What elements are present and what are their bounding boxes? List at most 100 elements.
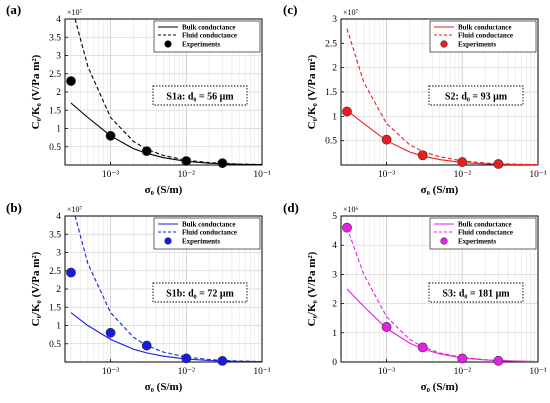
y-tick-label: 4 <box>56 15 61 25</box>
y-axis-label: C₀/K₀ (V/Pa m²) <box>306 54 318 129</box>
y-tick-label: 3 <box>332 270 337 280</box>
y-tick-label: 3 <box>332 15 337 25</box>
y-tick-label: 5 <box>332 212 337 222</box>
x-axis-label: σ₀ (S/m) <box>421 184 459 196</box>
y-tick-label: 2.5 <box>49 70 61 80</box>
annotation-box <box>428 85 524 106</box>
y-tick-label: 1.5 <box>325 88 337 98</box>
x-tick-label: 10⁻³ <box>102 170 120 180</box>
y-tick-label: 3.5 <box>49 230 61 240</box>
panel-label: (b) <box>6 200 22 215</box>
experiment-point <box>493 355 504 366</box>
annotation-text: S1a: d₀ = 56 μm <box>166 92 234 103</box>
y-tick-label: 2.5 <box>325 39 337 49</box>
legend-experiment-swatch <box>440 237 448 245</box>
y-tick-label: 0 <box>332 358 337 368</box>
y-tick-label: 3 <box>56 52 61 62</box>
y-tick-label: 2 <box>56 88 61 98</box>
legend-entry-label: Experiments <box>458 41 496 49</box>
panel-label: (d) <box>283 200 299 215</box>
y-axis-label: C₀/K₀ (V/Pa m²) <box>30 251 42 326</box>
experiment-point <box>181 156 192 166</box>
x-tick-label: 10⁻² <box>178 367 196 377</box>
annotation: S1b: d₀ = 72 μm <box>152 282 248 303</box>
annotation-box <box>152 282 248 303</box>
experiment-point <box>66 267 76 278</box>
legend-entry-label: Bulk conductance <box>182 221 235 229</box>
experiment-point <box>457 157 468 167</box>
x-tick-label: 10⁻³ <box>378 170 396 180</box>
experiment-point <box>181 353 192 364</box>
y-tick-label: 4 <box>56 212 61 222</box>
y-exponent-label: ×10⁷ <box>67 205 83 214</box>
annotation-box <box>428 282 524 303</box>
x-tick-label: 10⁻³ <box>102 367 120 377</box>
x-tick-label: 10⁻² <box>178 170 196 180</box>
fluid-conductance-line <box>346 227 538 362</box>
legend-box <box>429 20 537 53</box>
x-tick-label: 10⁻² <box>454 367 472 377</box>
y-tick-label: 0.5 <box>325 137 337 147</box>
experiment-point <box>381 322 392 332</box>
y-tick-label: 4 <box>332 241 337 251</box>
experiment-point <box>217 356 228 366</box>
x-tick-label: 10⁻³ <box>378 367 396 377</box>
y-tick-label: 2 <box>332 300 337 310</box>
y-tick-label: 2.5 <box>49 267 61 277</box>
y-tick-label: 3 <box>56 249 61 259</box>
experiment-point <box>105 327 116 338</box>
y-tick-label: 1 <box>56 125 61 135</box>
panel-label: (c) <box>283 2 297 17</box>
panel-b: 0.5 1 1.5 2 2.5 3 3.5 4 10⁻³ 10⁻² 10⁻¹ ×10⁷ σ₀ (S/m)… <box>6 200 271 393</box>
plot-frame <box>340 215 539 363</box>
x-tick-label: 10⁻¹ <box>529 367 547 377</box>
legend-entry-label: Fluid conductance <box>182 32 237 40</box>
annotation-text: S3: d₀ = 181 μm <box>442 289 510 300</box>
experiment-point <box>417 342 428 353</box>
y-tick-label: 1 <box>332 112 337 122</box>
legend-experiment-swatch <box>164 40 172 48</box>
y-axis-label: C₀/K₀ (V/Pa m²) <box>30 54 42 129</box>
y-tick-label: 0.5 <box>49 143 61 153</box>
fluid-conductance-line <box>74 19 262 165</box>
experiment-point <box>417 150 428 161</box>
legend-entry-label: Bulk conductance <box>458 221 511 229</box>
legend-experiment-swatch <box>440 40 448 48</box>
annotation-text: S1b: d₀ = 72 μm <box>166 289 234 300</box>
experiment-point <box>381 134 392 145</box>
annotation-text: S2: d₀ = 93 μm <box>445 92 508 103</box>
y-tick-label: 1 <box>332 329 337 339</box>
legend-entry-label: Fluid conductance <box>458 32 513 40</box>
x-axis-label: σ₀ (S/m) <box>145 381 183 393</box>
legend-entry-label: Bulk conductance <box>458 24 511 32</box>
y-exponent-label: ×10⁶ <box>343 205 359 214</box>
panel-a: 0.5 1 1.5 2 2.5 3 3.5 4 10⁻³ 10⁻² 10⁻¹ ×10⁷ σ₀ (S/m)… <box>6 2 271 196</box>
y-exponent-label: ×10⁷ <box>67 8 83 17</box>
legend-entry-label: Fluid conductance <box>458 229 513 237</box>
experiment-point <box>342 106 352 117</box>
panel-label: (a) <box>6 2 21 17</box>
y-tick-label: 2 <box>332 64 337 74</box>
legend-box <box>429 217 537 250</box>
legend-box <box>153 217 261 250</box>
y-tick-label: 3.5 <box>49 33 61 43</box>
experiment-point <box>493 159 504 169</box>
experiment-point <box>457 353 468 364</box>
fluid-conductance-line <box>346 28 538 165</box>
annotation-box <box>152 85 248 106</box>
legend-entry-label: Bulk conductance <box>182 24 235 32</box>
panel-d: 0 1 2 3 4 5 10⁻³ 10⁻² 10⁻¹ ×10⁶ σ₀ (S/m) C₀/K₀ (V/P… <box>283 200 547 393</box>
x-axis-label: σ₀ (S/m) <box>145 184 183 196</box>
bulk-conductance-line <box>346 110 538 165</box>
y-exponent-label: ×10⁷ <box>343 8 359 17</box>
legend-entry-label: Fluid conductance <box>182 229 237 237</box>
annotation: S2: d₀ = 93 μm <box>428 85 524 106</box>
x-tick-label: 10⁻¹ <box>253 170 271 180</box>
experiment-point <box>141 146 152 157</box>
